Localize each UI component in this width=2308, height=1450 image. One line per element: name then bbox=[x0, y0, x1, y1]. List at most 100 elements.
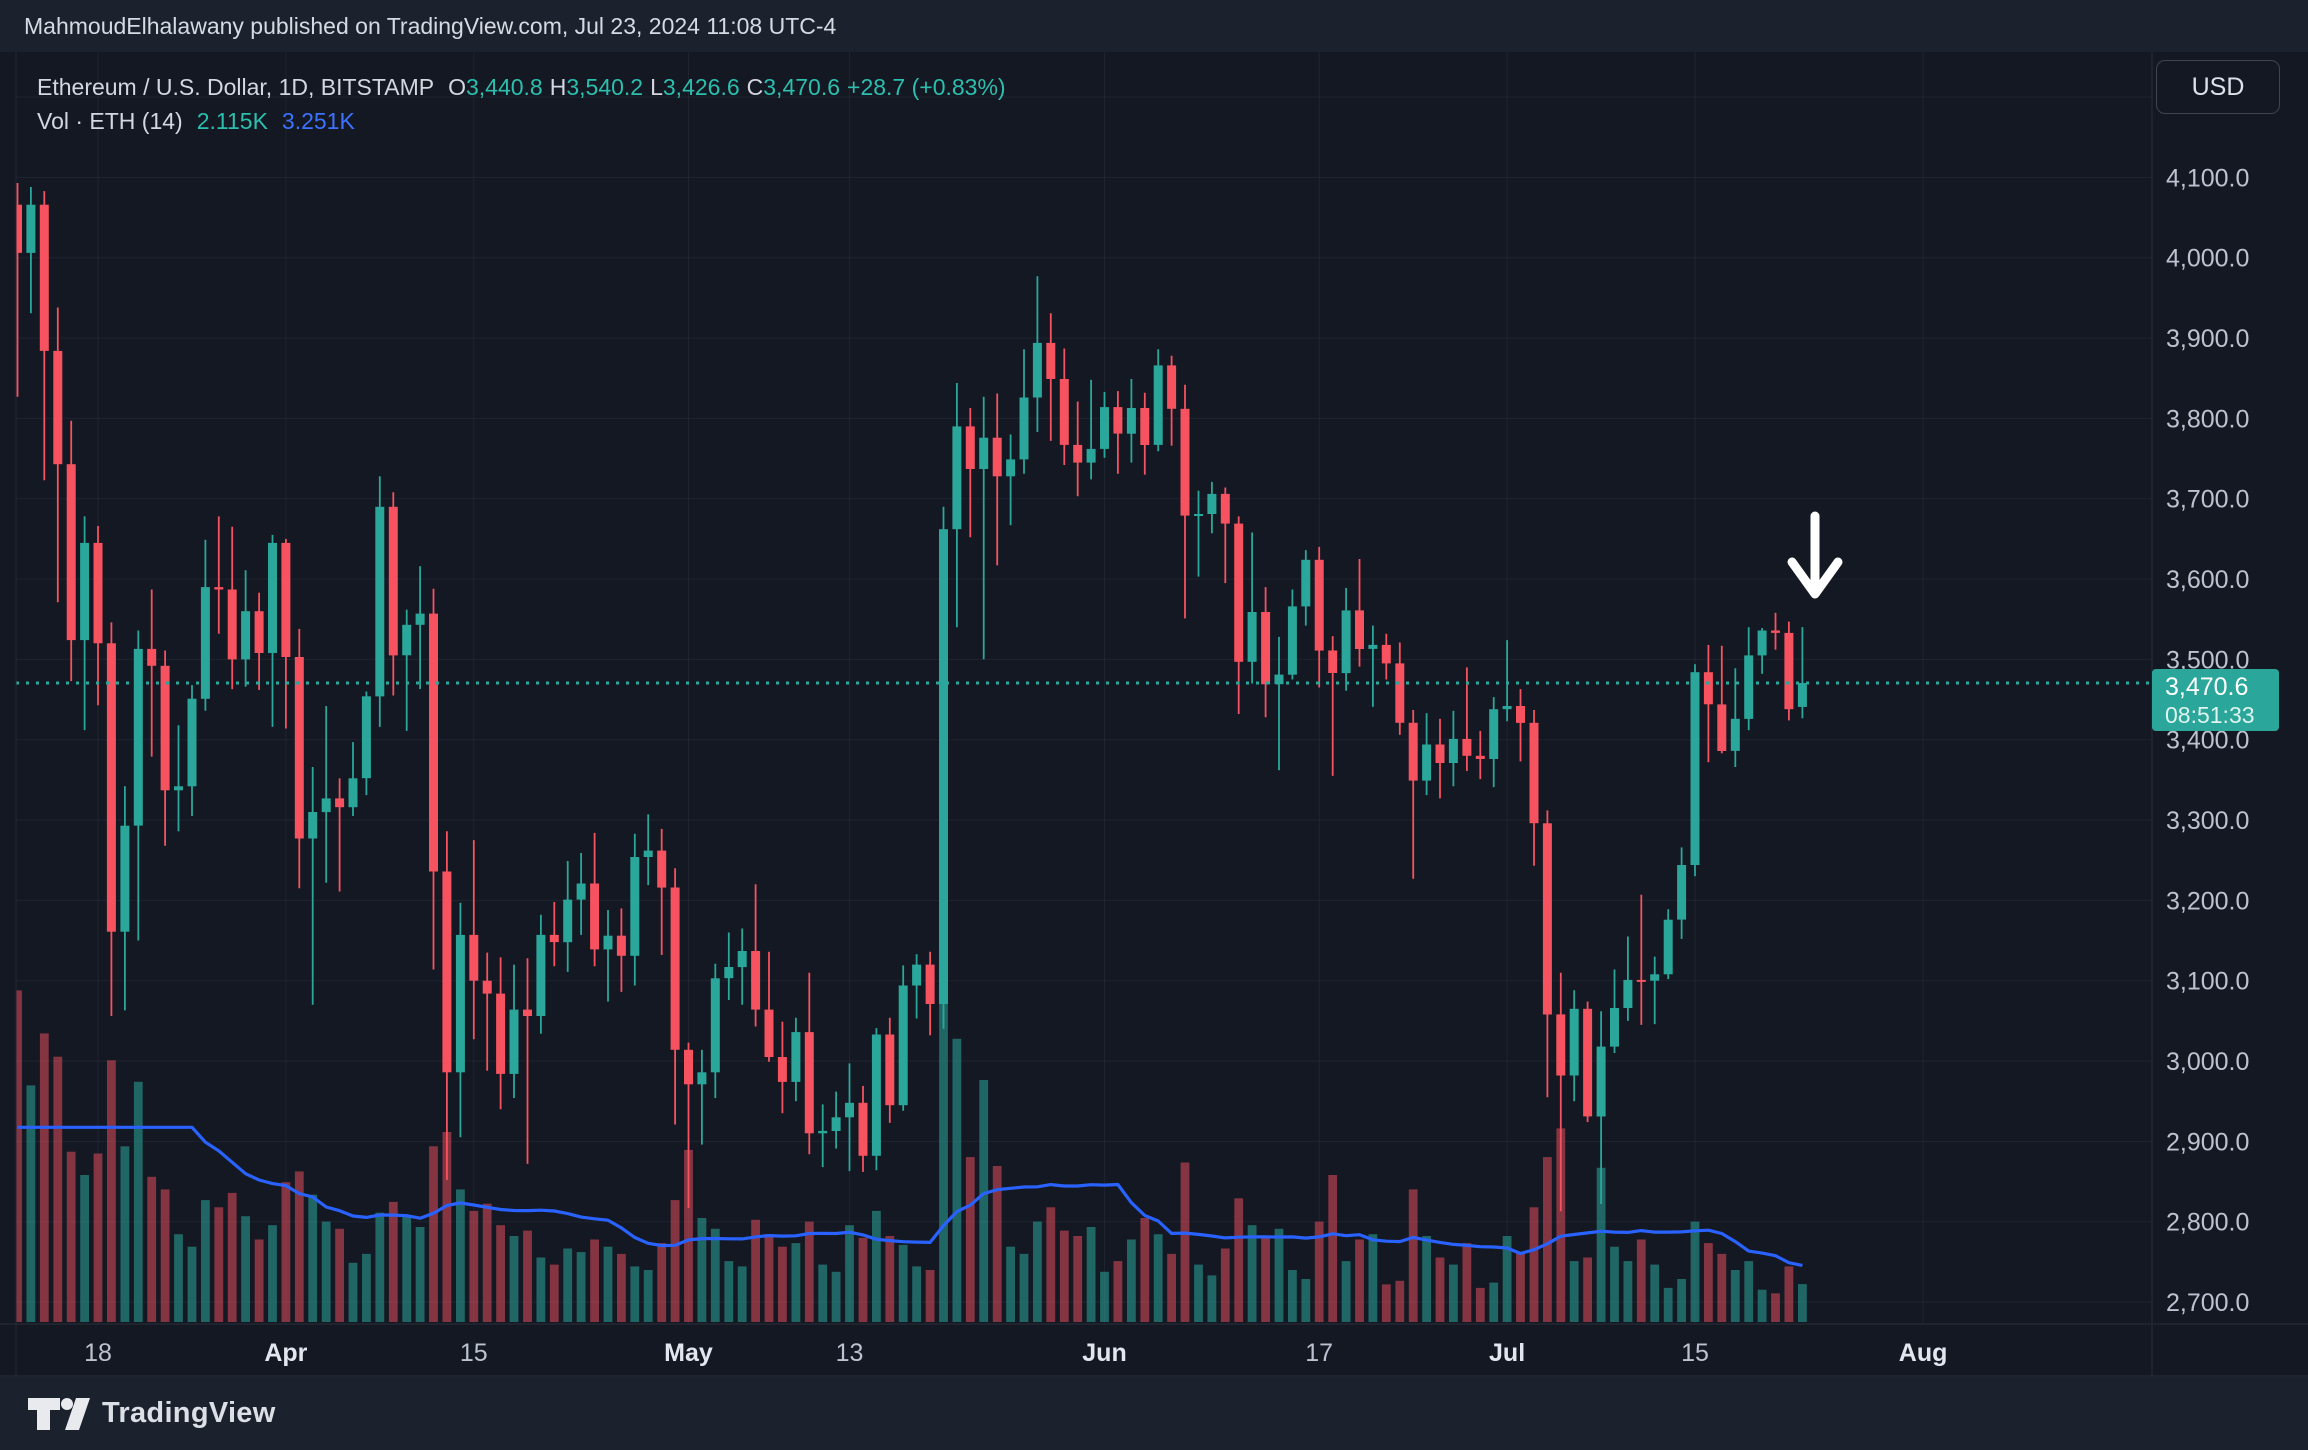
volume-bar[interactable] bbox=[1529, 1207, 1539, 1322]
candle[interactable] bbox=[1355, 559, 1364, 667]
candle[interactable] bbox=[321, 706, 331, 883]
candle[interactable] bbox=[536, 914, 546, 1034]
volume-bar[interactable] bbox=[724, 1261, 734, 1322]
candle[interactable] bbox=[1234, 516, 1244, 714]
volume-bar[interactable] bbox=[1247, 1225, 1257, 1322]
candle[interactable] bbox=[106, 622, 116, 1016]
volume-bar[interactable] bbox=[1381, 1284, 1391, 1322]
volume-bar[interactable] bbox=[1462, 1243, 1472, 1322]
candle[interactable] bbox=[684, 1042, 693, 1208]
candle[interactable] bbox=[845, 1063, 854, 1172]
down-arrow-annotation[interactable] bbox=[1787, 511, 1843, 599]
candle[interactable] bbox=[630, 833, 640, 986]
volume-bar[interactable] bbox=[1046, 1207, 1056, 1322]
price-axis[interactable]: 4,100.0 4,000.0 3,900.0 3,800.0 3,700.0 3,600… bbox=[2166, 164, 2249, 1317]
candle[interactable] bbox=[1073, 401, 1083, 497]
candle[interactable] bbox=[1516, 689, 1525, 762]
candle[interactable] bbox=[1435, 718, 1445, 799]
candle[interactable] bbox=[1328, 636, 1338, 776]
volume-bar[interactable] bbox=[1475, 1287, 1485, 1322]
candle[interactable] bbox=[1180, 384, 1190, 619]
volume-bar[interactable] bbox=[1127, 1239, 1136, 1323]
volume-bar[interactable] bbox=[1180, 1162, 1190, 1323]
volume-bar[interactable] bbox=[831, 1271, 841, 1322]
candle[interactable] bbox=[429, 588, 438, 970]
candle[interactable] bbox=[1140, 392, 1150, 475]
candle[interactable] bbox=[657, 828, 667, 955]
candle[interactable] bbox=[1086, 379, 1096, 480]
candle[interactable] bbox=[777, 1021, 787, 1114]
candle[interactable] bbox=[469, 840, 479, 1040]
candle[interactable] bbox=[1610, 969, 1619, 1054]
candle[interactable] bbox=[670, 868, 680, 1125]
volume-bar[interactable] bbox=[1086, 1227, 1096, 1322]
volume-bar[interactable] bbox=[1408, 1189, 1418, 1322]
volume-bar[interactable] bbox=[187, 1246, 197, 1322]
volume-bar[interactable] bbox=[1663, 1287, 1673, 1322]
volume-bar[interactable] bbox=[1730, 1270, 1740, 1322]
volume-bar[interactable] bbox=[1516, 1252, 1525, 1322]
candle[interactable] bbox=[898, 965, 908, 1111]
candle[interactable] bbox=[348, 742, 358, 816]
candle[interactable] bbox=[710, 963, 720, 1098]
volume-bar[interactable] bbox=[1100, 1271, 1109, 1322]
volume-bar[interactable] bbox=[429, 1146, 438, 1322]
volume-bar[interactable] bbox=[1502, 1236, 1512, 1322]
candle[interactable] bbox=[1771, 612, 1780, 650]
volume-bar[interactable] bbox=[1073, 1236, 1083, 1322]
candle[interactable] bbox=[200, 539, 210, 711]
candle[interactable] bbox=[1717, 645, 1727, 754]
volume-bar[interactable] bbox=[13, 990, 22, 1322]
candle[interactable] bbox=[1113, 391, 1123, 474]
volume-bar[interactable] bbox=[1328, 1175, 1338, 1322]
tradingview-logo-icon[interactable] bbox=[26, 1394, 92, 1434]
volume-bar[interactable] bbox=[388, 1201, 398, 1322]
candle[interactable] bbox=[549, 902, 559, 967]
volume-bar[interactable] bbox=[509, 1236, 519, 1322]
volume-bar[interactable] bbox=[469, 1210, 479, 1322]
candle[interactable] bbox=[1797, 627, 1807, 719]
candle[interactable] bbox=[804, 972, 814, 1155]
candle[interactable] bbox=[1247, 532, 1257, 684]
volume-bar[interactable] bbox=[1301, 1279, 1311, 1322]
volume-bar[interactable] bbox=[818, 1264, 828, 1322]
candle[interactable] bbox=[1167, 355, 1177, 446]
volume-bar[interactable] bbox=[1341, 1261, 1351, 1322]
volume-bar[interactable] bbox=[657, 1243, 667, 1322]
candle[interactable] bbox=[871, 1028, 881, 1171]
volume-bar[interactable] bbox=[241, 1216, 250, 1322]
volume-bar[interactable] bbox=[845, 1225, 854, 1322]
volume-bar[interactable] bbox=[1288, 1270, 1297, 1322]
candle[interactable] bbox=[308, 767, 318, 1005]
candle[interactable] bbox=[375, 476, 385, 727]
candle[interactable] bbox=[335, 778, 345, 892]
candle[interactable] bbox=[66, 420, 76, 682]
volume-bar[interactable] bbox=[791, 1243, 801, 1322]
candle[interactable] bbox=[965, 408, 975, 538]
candle[interactable] bbox=[616, 908, 626, 992]
volume-bar[interactable] bbox=[523, 1230, 532, 1322]
candle[interactable] bbox=[1261, 587, 1271, 718]
candle[interactable] bbox=[1502, 640, 1512, 722]
volume-bar[interactable] bbox=[415, 1227, 425, 1322]
candle[interactable] bbox=[1126, 379, 1136, 463]
volume-bar[interactable] bbox=[482, 1203, 492, 1322]
volume-bar[interactable] bbox=[778, 1246, 787, 1322]
candle[interactable] bbox=[912, 954, 922, 1019]
candle[interactable] bbox=[294, 628, 304, 889]
volume-bar[interactable] bbox=[93, 1153, 103, 1323]
volume-bar[interactable] bbox=[294, 1171, 304, 1322]
volume-bar[interactable] bbox=[201, 1200, 210, 1322]
candle[interactable] bbox=[1220, 487, 1230, 584]
volume-bar[interactable] bbox=[321, 1221, 331, 1322]
volume-bar[interactable] bbox=[1771, 1293, 1780, 1322]
candle[interactable] bbox=[1448, 710, 1458, 787]
candle[interactable] bbox=[979, 396, 989, 660]
volume-bar[interactable] bbox=[992, 1166, 1002, 1322]
candle[interactable] bbox=[576, 853, 586, 935]
volume-bar[interactable] bbox=[1610, 1246, 1619, 1322]
volume-bar[interactable] bbox=[751, 1219, 760, 1322]
volume-bar[interactable] bbox=[1422, 1236, 1431, 1322]
candle[interactable] bbox=[1650, 956, 1660, 1025]
